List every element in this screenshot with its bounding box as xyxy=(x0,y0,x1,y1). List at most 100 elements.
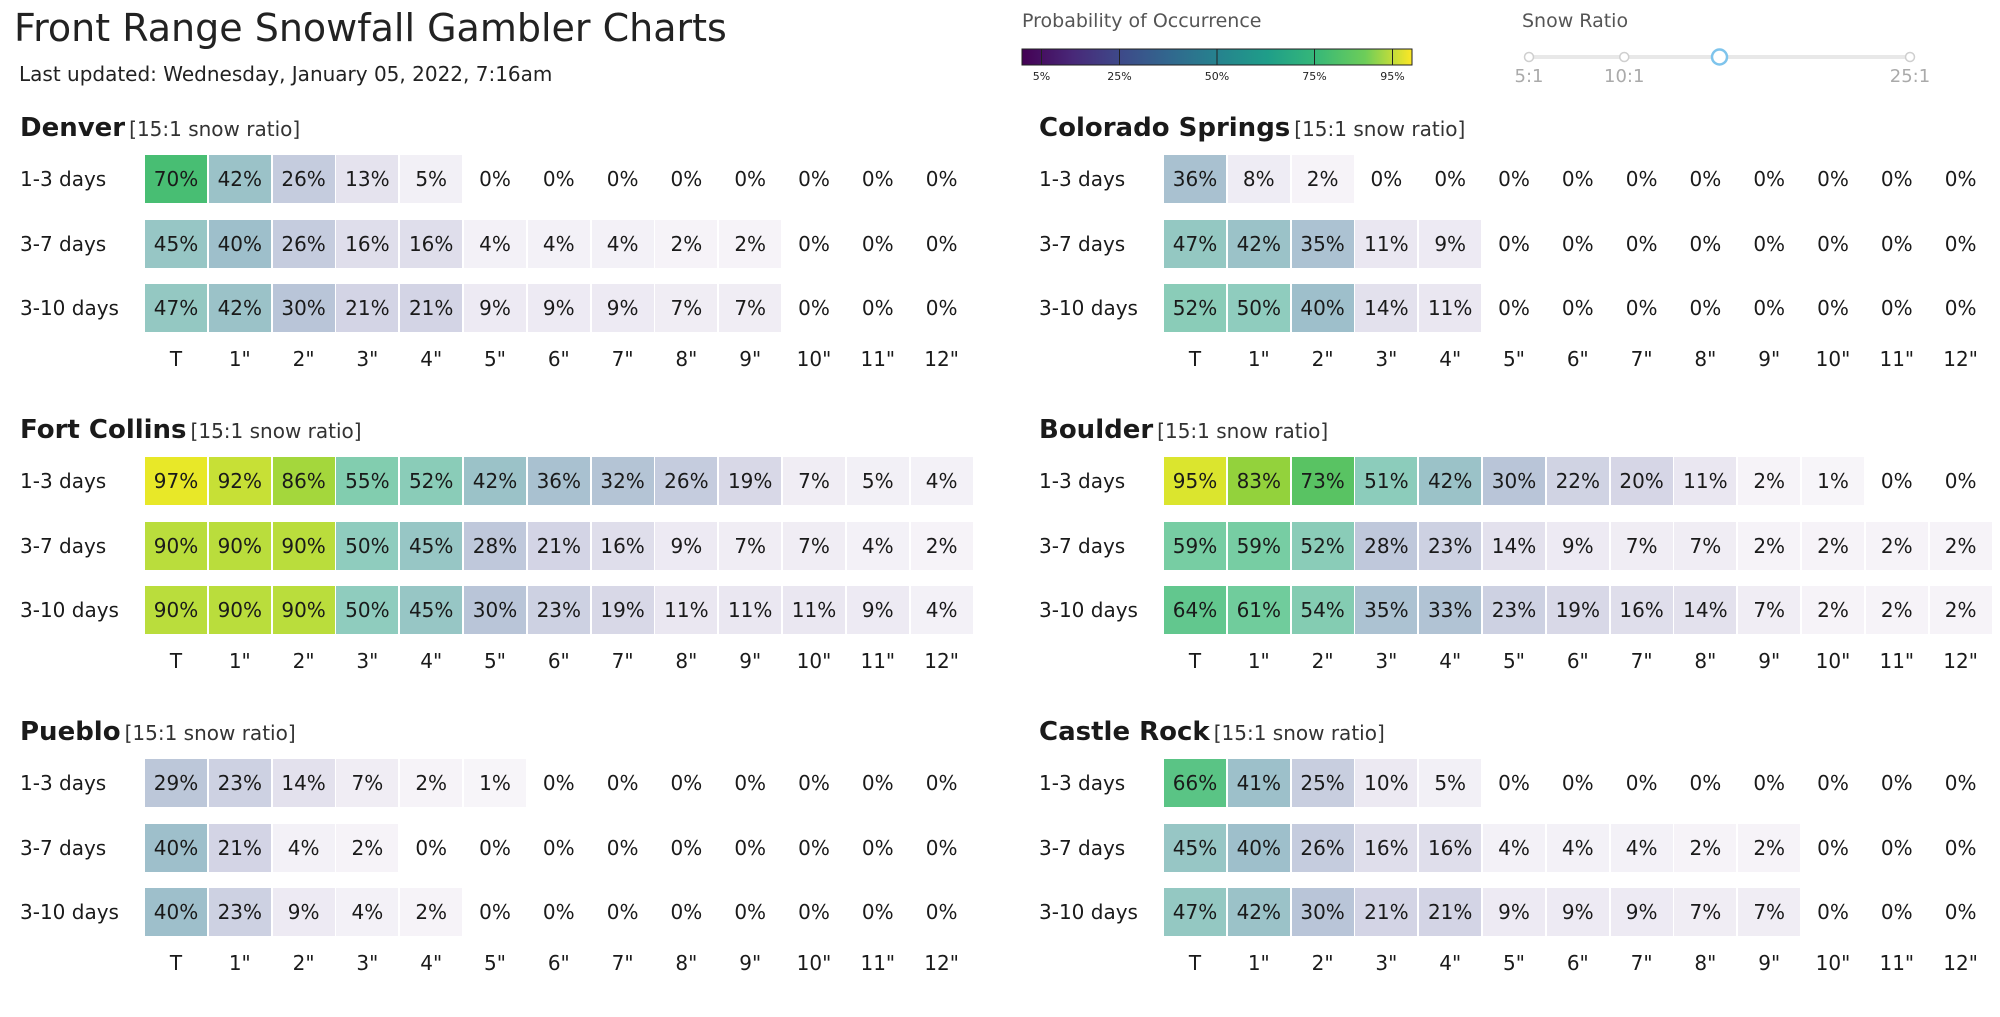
heatmap-cell: 4% xyxy=(527,219,590,268)
heatmap-panel: Castle Rock [15:1 snow ratio] 1-3 days 66% 4… xyxy=(1034,717,2000,1017)
x-tick-label: 3" xyxy=(1375,346,1398,371)
row-label: 3-10 days xyxy=(1039,296,1138,320)
heatmap-cell: 47% xyxy=(1164,219,1226,268)
x-tick-label: 11" xyxy=(1879,346,1915,371)
heatmap-cell: 7% xyxy=(1674,521,1737,570)
heatmap-cell: 0% xyxy=(783,759,845,807)
heatmap-cell: 0% xyxy=(783,155,845,203)
x-tick-label: 9" xyxy=(739,950,762,975)
heatmap-cell: 21% xyxy=(527,521,590,570)
heatmap-cell: 4% xyxy=(464,219,526,268)
heatmap-cell: 2% xyxy=(1738,823,1801,872)
heatmap-cell: 0% xyxy=(1929,888,1992,936)
slider-stop[interactable] xyxy=(1904,51,1916,63)
x-tick-label: 3" xyxy=(1375,950,1398,975)
x-tick-label: 8" xyxy=(1694,346,1717,371)
colorbar-tick-label: 95% xyxy=(1380,70,1404,83)
x-tick-label: 2" xyxy=(292,346,315,371)
heatmap-cell: 7% xyxy=(719,521,782,570)
heatmap-cell: 20% xyxy=(1610,457,1673,505)
heatmap-cell: 19% xyxy=(719,457,782,505)
x-tick-label: 11" xyxy=(860,950,896,975)
row-label: 3-7 days xyxy=(1039,533,1126,558)
heatmap-cell: 0% xyxy=(783,284,845,332)
heatmap-cell: 11% xyxy=(719,586,782,634)
x-tick-label: 11" xyxy=(1879,648,1915,673)
heatmap-cell: 0% xyxy=(1674,219,1737,268)
heatmap-cell: 28% xyxy=(464,521,526,570)
heatmap-cell: 5% xyxy=(1419,759,1482,807)
heatmap-cell: 0% xyxy=(400,823,463,872)
heatmap-cell: 30% xyxy=(1291,888,1354,936)
heatmap-cell: 42% xyxy=(208,284,271,332)
x-tick-label: 6" xyxy=(1566,648,1589,673)
x-tick-label: 3" xyxy=(356,950,379,975)
heatmap-cell: 7% xyxy=(1610,521,1673,570)
heatmap-cell: 40% xyxy=(208,219,271,268)
heatmap-cell: 4% xyxy=(1610,823,1673,872)
heatmap-cell: 0% xyxy=(655,823,718,872)
heatmap-cell: 2% xyxy=(1802,586,1864,634)
city-name: Colorado Springs xyxy=(1039,113,1291,143)
heatmap-cell: 0% xyxy=(783,888,845,936)
heatmap-cell: 26% xyxy=(272,219,335,268)
city-name: Denver xyxy=(20,113,126,143)
heatmap-cell: 2% xyxy=(1865,586,1928,634)
heatmap-cell: 0% xyxy=(1738,155,1801,203)
snow-ratio-slider[interactable]: 5:1 10:1 25:1 xyxy=(1505,40,1945,100)
heatmap-cell: 0% xyxy=(1802,823,1864,872)
heatmap-cell: 40% xyxy=(145,823,207,872)
heatmap-cell: 0% xyxy=(1802,284,1864,332)
heatmap-cell: 36% xyxy=(527,457,590,505)
x-tick-label: 4" xyxy=(1439,346,1462,371)
x-tick-label: 3" xyxy=(1375,648,1398,673)
heatmap-cell: 16% xyxy=(591,521,654,570)
row-label: 1-3 days xyxy=(20,167,107,191)
heatmap-cell: 66% xyxy=(1164,759,1226,807)
slider-stop[interactable] xyxy=(1619,51,1630,63)
heatmap-cell: 61% xyxy=(1227,586,1290,634)
heatmap-cell: 0% xyxy=(527,888,590,936)
heatmap-cell: 23% xyxy=(1483,586,1545,634)
heatmap-cell: 0% xyxy=(1546,155,1609,203)
heatmap-cell: 0% xyxy=(1865,155,1928,203)
colorbar-tick-label: 75% xyxy=(1302,70,1326,83)
heatmap-cell: 0% xyxy=(846,284,909,332)
chart-title: Denver [15:1 snow ratio] xyxy=(20,113,300,143)
heatmap-cell: 0% xyxy=(1674,155,1737,203)
heatmap-cell: 9% xyxy=(272,888,335,936)
heatmap-cell: 0% xyxy=(464,155,526,203)
heatmap-cell: 11% xyxy=(1674,457,1737,505)
heatmap-panel: Colorado Springs [15:1 snow ratio] 1-3 day… xyxy=(1034,113,2000,413)
heatmap-cell: 41% xyxy=(1227,759,1290,807)
x-tick-label: 5" xyxy=(1503,950,1525,975)
heatmap-cell: 0% xyxy=(1546,284,1609,332)
snow-ratio-note: [15:1 snow ratio] xyxy=(190,419,362,443)
heatmap-cell: 92% xyxy=(208,457,271,505)
heatmap-cell: 47% xyxy=(145,284,207,332)
heatmap-cell: 0% xyxy=(846,823,909,872)
heatmap-cell: 8% xyxy=(1227,155,1290,203)
heatmap-cell: 2% xyxy=(1929,521,1992,570)
heatmap-cell: 4% xyxy=(1483,823,1545,872)
row-label: 1-3 days xyxy=(1039,771,1126,795)
slider-stop[interactable] xyxy=(1523,51,1535,63)
heatmap-cell: 32% xyxy=(591,457,654,505)
slider-label: 5:1 xyxy=(1515,66,1544,87)
heatmap-cell: 7% xyxy=(783,457,845,505)
heatmap-cell: 42% xyxy=(464,457,526,505)
city-name: Boulder xyxy=(1039,415,1154,445)
heatmap-cell: 16% xyxy=(1355,823,1418,872)
heatmap-cell: 0% xyxy=(591,823,654,872)
heatmap-cell: 26% xyxy=(1291,823,1354,872)
heatmap-cell: 0% xyxy=(910,219,973,268)
heatmap-cell: 11% xyxy=(1355,219,1418,268)
snow-ratio-note: [15:1 snow ratio] xyxy=(124,721,296,745)
x-tick-label: 1" xyxy=(1247,648,1270,673)
heatmap-cell: 4% xyxy=(846,521,909,570)
heatmap-cell: 0% xyxy=(1865,823,1928,872)
slider-handle[interactable] xyxy=(1710,48,1729,66)
heatmap-panel: Fort Collins [15:1 snow ratio] 1-3 days 97%… xyxy=(15,415,995,715)
x-tick-label: 9" xyxy=(1758,648,1781,673)
heatmap-cell: 4% xyxy=(910,457,973,505)
